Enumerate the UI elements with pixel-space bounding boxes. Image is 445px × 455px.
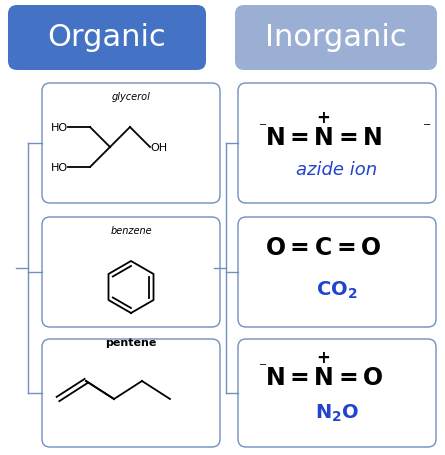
Text: glycerol: glycerol xyxy=(112,92,150,102)
Text: $\mathbf{N = \overset{+}{N} = N}$: $\mathbf{N = \overset{+}{N} = N}$ xyxy=(265,113,382,151)
FancyBboxPatch shape xyxy=(238,339,436,447)
FancyBboxPatch shape xyxy=(42,217,220,327)
Text: benzene: benzene xyxy=(110,226,152,236)
Text: $\mathbf{O = C = O}$: $\mathbf{O = C = O}$ xyxy=(265,236,381,259)
FancyBboxPatch shape xyxy=(235,6,437,71)
Text: azide ion: azide ion xyxy=(296,161,377,179)
Text: $\mathbf{CO_2}$: $\mathbf{CO_2}$ xyxy=(316,279,358,300)
Text: $^{-}$: $^{-}$ xyxy=(258,121,267,135)
Text: Organic: Organic xyxy=(48,24,166,52)
Text: HO: HO xyxy=(51,123,68,133)
Text: $^{-}$: $^{-}$ xyxy=(258,360,267,374)
Text: $^{-}$: $^{-}$ xyxy=(422,121,431,135)
Text: pentene: pentene xyxy=(105,337,157,347)
Text: HO: HO xyxy=(51,162,68,172)
Text: Inorganic: Inorganic xyxy=(265,24,407,52)
Text: OH: OH xyxy=(150,143,167,153)
Text: $\mathbf{N = \overset{+}{N} = O}$: $\mathbf{N = \overset{+}{N} = O}$ xyxy=(265,353,384,390)
FancyBboxPatch shape xyxy=(42,84,220,203)
FancyBboxPatch shape xyxy=(238,217,436,327)
Text: $\mathbf{N_2O}$: $\mathbf{N_2O}$ xyxy=(315,401,359,423)
FancyBboxPatch shape xyxy=(238,84,436,203)
FancyBboxPatch shape xyxy=(8,6,206,71)
FancyBboxPatch shape xyxy=(42,339,220,447)
